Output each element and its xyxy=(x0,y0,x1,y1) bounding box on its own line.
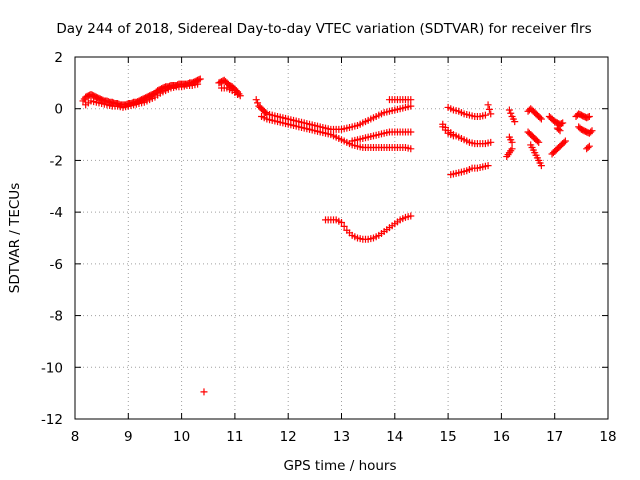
x-tick-label: 12 xyxy=(280,429,297,445)
x-tick-label: 11 xyxy=(226,429,243,445)
data-point xyxy=(407,96,415,104)
data-point xyxy=(584,144,592,151)
series-s1b xyxy=(82,80,202,111)
x-tick-label: 13 xyxy=(333,429,350,445)
data-point xyxy=(536,114,544,122)
series-s6 xyxy=(439,120,495,148)
x-tick-label: 14 xyxy=(386,429,403,445)
y-tick-label: -12 xyxy=(41,412,63,428)
data-point xyxy=(561,137,569,145)
data-point xyxy=(587,128,595,136)
data-point xyxy=(195,76,203,84)
x-tick-label: 9 xyxy=(124,429,133,445)
data-point xyxy=(200,388,208,396)
y-tick-label: 0 xyxy=(54,102,63,118)
series-s3d xyxy=(385,96,415,104)
x-axis: 8 9 10 11 12 13 14 15 16 17 18 xyxy=(71,57,617,445)
data-point xyxy=(407,145,415,153)
y-tick-label: -10 xyxy=(41,360,63,376)
data-point xyxy=(533,137,541,145)
data-point xyxy=(407,128,415,136)
x-axis-label: GPS time / hours xyxy=(283,458,396,474)
data-point xyxy=(556,127,564,135)
series-s6c xyxy=(447,162,492,179)
data-point xyxy=(507,109,515,117)
data-point xyxy=(485,105,493,113)
data-point xyxy=(252,96,260,104)
data-point xyxy=(505,106,513,114)
data-point xyxy=(555,125,563,133)
x-tick-label: 15 xyxy=(440,429,457,445)
data-point xyxy=(407,212,415,220)
series-s2 xyxy=(215,76,244,100)
x-tick-label: 17 xyxy=(546,429,563,445)
data-point xyxy=(338,218,345,226)
data-point xyxy=(560,138,568,146)
data-point xyxy=(407,102,415,110)
series-s4 xyxy=(322,212,415,243)
y-axis-label: SDTVAR / TECUs xyxy=(7,183,23,293)
data-point xyxy=(508,145,516,153)
data-point xyxy=(196,75,204,83)
y-tick-label: -6 xyxy=(50,257,63,273)
y-tick-label: -8 xyxy=(50,309,63,325)
data-point xyxy=(481,111,489,119)
y-tick-label: -4 xyxy=(50,205,63,221)
y-tick-label: 2 xyxy=(54,50,63,66)
y-tick-label: -2 xyxy=(50,153,63,169)
x-tick-label: 10 xyxy=(173,429,190,445)
series-s6b xyxy=(444,101,495,120)
data-point xyxy=(234,90,242,98)
data-point xyxy=(340,222,348,230)
data-point xyxy=(254,99,262,107)
x-tick-label: 16 xyxy=(493,429,510,445)
data-point xyxy=(588,127,596,135)
series-s7 xyxy=(503,106,519,161)
chart-title: Day 244 of 2018, Sidereal Day-to-day VTE… xyxy=(56,21,591,37)
data-point xyxy=(449,132,457,140)
data-point xyxy=(537,115,545,123)
data-point xyxy=(508,138,516,146)
data-point xyxy=(487,110,495,118)
series-s3c xyxy=(348,128,415,145)
data-point xyxy=(537,162,545,170)
data-point xyxy=(584,113,592,121)
data-point xyxy=(535,138,543,146)
data-point xyxy=(585,112,593,120)
series-s7b xyxy=(524,105,545,170)
series-s8b xyxy=(572,110,596,153)
data-point xyxy=(484,101,492,109)
data-point xyxy=(194,80,202,88)
data-point xyxy=(262,109,270,117)
series-s3b xyxy=(258,112,415,153)
data-point xyxy=(585,142,593,150)
series-s3 xyxy=(252,96,415,133)
data-point xyxy=(511,118,519,126)
x-tick-label: 18 xyxy=(599,429,616,445)
series-s8 xyxy=(545,112,569,158)
series-s5 xyxy=(200,388,208,396)
data-point xyxy=(484,162,492,170)
x-tick-label: 8 xyxy=(71,429,80,445)
y-axis: -12 -10 -8 -6 -4 -2 0 2 xyxy=(41,50,608,428)
data-point xyxy=(487,138,495,146)
data-points xyxy=(79,75,596,396)
